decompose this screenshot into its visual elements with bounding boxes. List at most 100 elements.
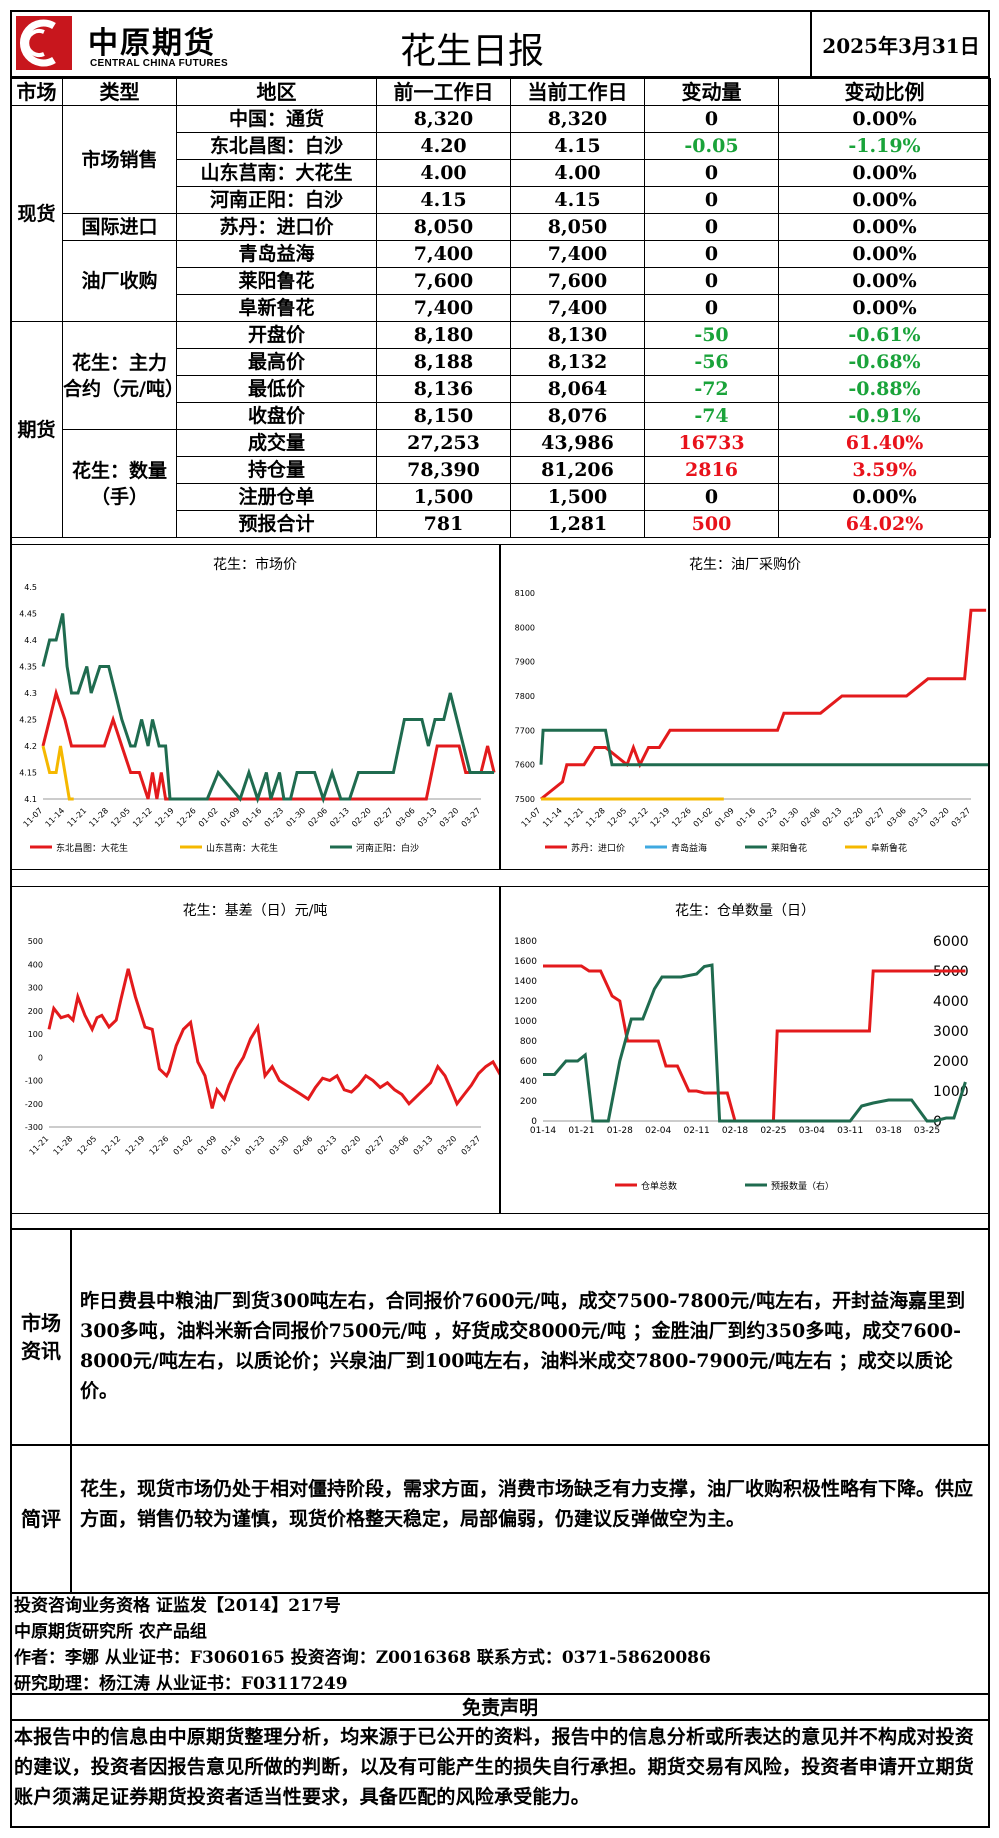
x-tick-label: 01-14 — [530, 1126, 556, 1136]
y-tick-label: 4.45 — [19, 610, 37, 619]
y-tick-label: 8100 — [515, 589, 535, 598]
disclaimer-title: 免责声明 — [10, 1693, 990, 1721]
cell-change: 500 — [644, 510, 779, 538]
page-title: 花生日报 — [400, 31, 545, 72]
col-change: 变动量 — [644, 78, 779, 106]
cell-region: 最高价 — [176, 348, 377, 376]
cell-curr: 1,281 — [510, 510, 645, 538]
y-tick-label: 500 — [28, 937, 43, 946]
y-tick-label: 4.5 — [24, 583, 37, 592]
table-row: 收盘价 8,150 8,076 -74 -0.91% — [11, 402, 991, 430]
y-tick-label: -100 — [25, 1077, 43, 1086]
y-tick-label: 200 — [28, 1007, 43, 1016]
cell-prev: 8,050 — [376, 213, 511, 241]
y-tick-label: 4.15 — [19, 769, 37, 778]
cell-region: 注册仓单 — [176, 483, 377, 511]
series-line — [47, 968, 499, 1109]
chart-warehouse-receipts: 花生：仓单数量（日） 0 200 400 600 800 1000 1200 1400 1600 1… — [500, 886, 990, 1214]
group-oil-mill: 油厂收购 — [62, 240, 177, 322]
y-tick-label: 4.2 — [24, 742, 37, 751]
y-tick-label: 1000 — [514, 1017, 537, 1027]
x-tick-label: 02-11 — [684, 1126, 710, 1136]
chart-svg: 花生：基差（日）元/吨-300-200-10001002003004005001… — [25, 902, 499, 1157]
y-tick-label: 0 — [531, 1117, 537, 1127]
y-tick-label: 1400 — [514, 977, 537, 987]
y-right-tick-label: 2000 — [933, 1054, 969, 1070]
market-futures: 期货 — [10, 321, 63, 538]
cell-change: 0 — [644, 267, 779, 295]
x-tick-label: 02-04 — [645, 1126, 671, 1136]
cell-prev: 8,136 — [376, 375, 511, 403]
cell-prev: 1,500 — [376, 483, 511, 511]
y-tick-label: 200 — [520, 1097, 537, 1107]
table-row: 山东莒南：大花生 4.00 4.00 0 0.00% — [11, 159, 991, 187]
cell-change-pct: -1.19% — [778, 132, 991, 160]
y-tick-label: 7900 — [515, 658, 535, 667]
y-tick-label: 8000 — [515, 623, 535, 632]
y-tick-label: 100 — [28, 1030, 43, 1039]
cell-change: 16733 — [644, 429, 779, 457]
x-tick-label: 03-11 — [837, 1126, 863, 1136]
chart-oil-mill-price: 花生：油厂采购价 7500 7600 7700 7800 7900 8000 8100 11-0… — [500, 544, 990, 870]
cell-region: 山东莒南：大花生 — [176, 159, 377, 187]
market-info-text: 昨日费县中粮油厂到货300吨左右，合同报价7600元/吨，成交7500-7800… — [80, 1290, 966, 1402]
chart-title: 花生：油厂采购价 — [689, 557, 801, 573]
y-tick-label: 600 — [520, 1057, 537, 1067]
group-import: 国际进口 — [62, 213, 177, 241]
commentary-label: 简评 — [12, 1446, 72, 1592]
logo-text-en: CENTRAL CHINA FUTURES — [90, 58, 228, 69]
y-tick-label: 1600 — [514, 957, 537, 967]
cell-change-pct: 64.02% — [778, 510, 991, 538]
cell-region: 收盘价 — [176, 402, 377, 430]
y-tick-label: 0 — [38, 1053, 43, 1062]
footer-author: 作者：李娜 从业证书：F3060165 投资咨询：Z0016368 联系方式：0… — [14, 1648, 711, 1668]
y-tick-label: 7700 — [515, 726, 535, 735]
y-tick-label: -200 — [25, 1100, 43, 1109]
cell-change: 0 — [644, 105, 779, 133]
series-line — [41, 687, 496, 801]
logo-mark-icon — [16, 16, 72, 70]
y-tick-label: -300 — [25, 1123, 43, 1132]
page-frame — [10, 10, 990, 1828]
chart-market-price: 花生：市场价 4.1 4.15 4.2 4.25 4.3 4.35 4.4 4.45 4.5 11-… — [10, 544, 500, 870]
cell-curr: 81,206 — [510, 456, 645, 484]
cell-region: 东北昌图：白沙 — [176, 132, 377, 160]
legend-label: 预报数量（右） — [771, 1180, 834, 1192]
cell-change: -50 — [644, 321, 779, 349]
chart-svg: 花生：仓单数量（日） 0 200 400 600 800 1000 1200 1400 1600 1… — [514, 903, 969, 1192]
y-tick-label: 4.25 — [19, 716, 37, 725]
market-info-label-text: 市场资讯 — [21, 1311, 61, 1363]
footer-assistant: 研究助理：杨江涛 从业证书：F03117249 — [14, 1674, 348, 1694]
logo-text-cn: 中原期货 — [88, 26, 216, 61]
chart-basis: 花生：基差（日）元/吨 -300 -200 -100 0 100 200 300 400 500 1… — [10, 886, 500, 1214]
cell-prev: 78,390 — [376, 456, 511, 484]
y-tick-label: 1200 — [514, 997, 537, 1007]
cell-curr: 4.00 — [510, 159, 645, 187]
cell-change-pct: 0.00% — [778, 294, 991, 322]
chart-title: 花生：基差（日）元/吨 — [183, 902, 328, 919]
table-row: 莱阳鲁花 7,600 7,600 0 0.00% — [11, 267, 991, 295]
cell-change-pct: -0.91% — [778, 402, 991, 430]
cell-curr: 1,500 — [510, 483, 645, 511]
market-spot: 现货 — [10, 105, 63, 322]
cell-prev: 4.00 — [376, 159, 511, 187]
y-tick-label: 800 — [520, 1037, 537, 1047]
commentary-section: 简评 花生，现货市场仍处于相对僵持阶段，需求方面，消费市场缺乏有力支撑，油厂收购… — [10, 1444, 990, 1594]
cell-curr: 8,320 — [510, 105, 645, 133]
cell-change: 0 — [644, 240, 779, 268]
legend-label: 莱阳鲁花 — [771, 842, 807, 854]
cell-change-pct: 3.59% — [778, 456, 991, 484]
cell-change-pct: 0.00% — [778, 186, 991, 214]
y-tick-label: 7500 — [515, 795, 535, 804]
y-right-tick-label: 6000 — [933, 934, 969, 950]
legend-label: 东北昌图：大花生 — [56, 842, 128, 854]
cell-region: 持仓量 — [176, 456, 377, 484]
table-row: 国际进口 苏丹：进口价 8,050 8,050 0 0.00% — [11, 213, 991, 241]
series-line — [41, 613, 495, 804]
cell-region: 中国：通货 — [176, 105, 377, 133]
legend-label: 仓单总数 — [641, 1180, 677, 1192]
cell-change: -0.05 — [644, 132, 779, 160]
cell-prev: 8,320 — [376, 105, 511, 133]
table-row: 花生：数量（手） 成交量 27,253 43,986 16733 61.40% — [11, 429, 991, 538]
cell-change-pct: 0.00% — [778, 240, 991, 268]
